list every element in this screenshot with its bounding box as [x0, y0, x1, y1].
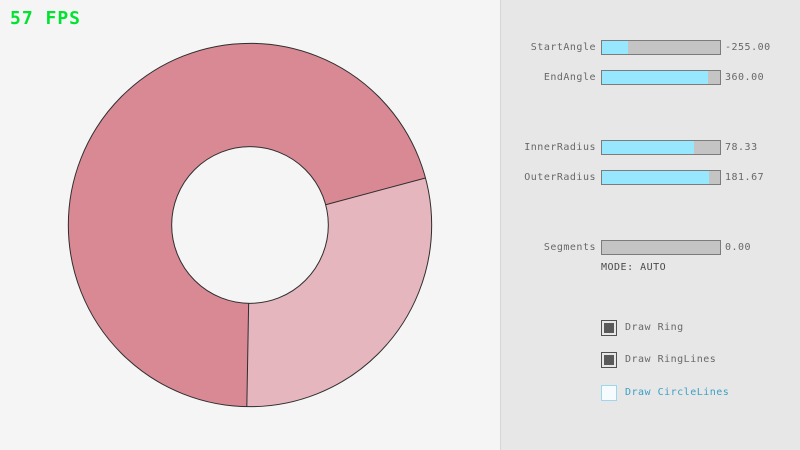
fps-counter: 57 FPS [10, 8, 82, 29]
slider-start-angle[interactable] [601, 40, 721, 55]
slider-label-segments: Segments [543, 242, 596, 253]
slider-fill [602, 71, 709, 84]
checkbox-draw-ring[interactable] [601, 320, 617, 336]
ring-edge-line-end [246, 303, 250, 407]
checkbox-draw-ring-lines[interactable] [601, 352, 617, 368]
slider-fill [602, 41, 628, 54]
slider-row-end-angle: EndAngle 360.00 [501, 70, 800, 85]
slider-label-inner-radius: InnerRadius [524, 142, 596, 153]
slider-segments[interactable] [601, 240, 721, 255]
ring-sector-dark [68, 43, 426, 407]
checkbox-label-draw-ring-lines: Draw RingLines [625, 354, 717, 365]
checkbox-label-draw-ring: Draw Ring [625, 322, 684, 333]
slider-value-inner-radius: 78.33 [725, 142, 758, 153]
slider-value-end-angle: 360.00 [725, 72, 765, 83]
ring-sector-light [246, 177, 432, 407]
checkbox-draw-circle-lines[interactable] [601, 385, 617, 401]
slider-value-outer-radius: 181.67 [725, 172, 765, 183]
slider-outer-radius[interactable] [601, 170, 721, 185]
ring-inner-outline [171, 146, 329, 304]
slider-label-start-angle: StartAngle [530, 42, 596, 53]
slider-inner-radius[interactable] [601, 140, 721, 155]
checkbox-label-draw-circle-lines: Draw CircleLines [625, 387, 730, 398]
slider-fill [602, 141, 695, 154]
ring-outer-outline [67, 42, 433, 408]
slider-end-angle[interactable] [601, 70, 721, 85]
slider-row-inner-radius: InnerRadius 78.33 [501, 140, 800, 155]
ring-edge-line-start [325, 177, 426, 206]
controls-panel: MODE: AUTO StartAngle -255.00 EndAngle 3… [500, 0, 800, 450]
slider-row-start-angle: StartAngle -255.00 [501, 40, 800, 55]
slider-row-segments: Segments 0.00 [501, 240, 800, 255]
slider-fill [602, 171, 710, 184]
slider-label-end-angle: EndAngle [543, 72, 596, 83]
slider-value-segments: 0.00 [725, 242, 752, 253]
slider-value-start-angle: -255.00 [725, 42, 771, 53]
ring-chart [67, 42, 433, 408]
checkbox-row-draw-circle-lines: Draw CircleLines [501, 385, 800, 401]
slider-label-outer-radius: OuterRadius [524, 172, 596, 183]
segments-mode-label: MODE: AUTO [601, 262, 667, 273]
checkbox-row-draw-ring: Draw Ring [501, 320, 800, 336]
checkbox-row-draw-ring-lines: Draw RingLines [501, 352, 800, 368]
slider-row-outer-radius: OuterRadius 181.67 [501, 170, 800, 185]
